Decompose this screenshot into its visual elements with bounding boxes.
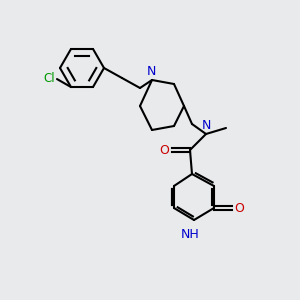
Text: Cl: Cl	[44, 72, 55, 85]
Text: O: O	[234, 202, 244, 214]
Text: O: O	[159, 143, 169, 157]
Text: NH: NH	[181, 228, 200, 241]
Text: N: N	[146, 65, 156, 78]
Text: N: N	[201, 119, 211, 132]
